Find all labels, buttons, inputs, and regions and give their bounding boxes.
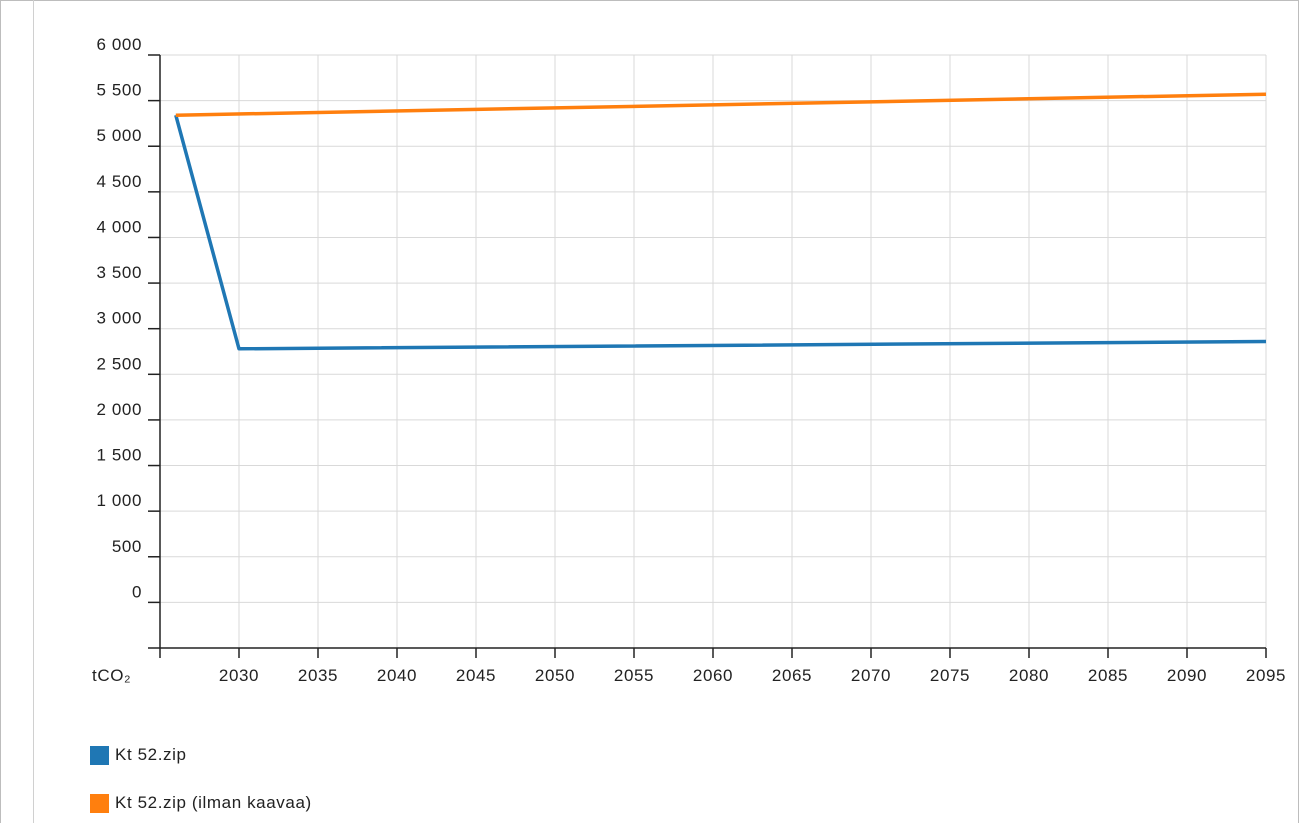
legend-swatch-series-2 [90, 793, 109, 813]
x-axis-ticks: 2030 2035 2040 2045 2050 2055 2060 2065 2070 2075… [219, 648, 1286, 685]
y-tick-label: 2 500 [96, 354, 142, 373]
x-tick-label: 2065 [772, 666, 812, 685]
y-axis-unit-label: tCO₂ [92, 666, 131, 685]
x-tick-label: 2075 [930, 666, 970, 685]
x-tick-label: 2095 [1246, 666, 1286, 685]
axes [148, 55, 1266, 658]
y-tick-label: 3 000 [96, 309, 142, 328]
grid [160, 54, 1267, 648]
y-tick-label: 6 000 [96, 35, 142, 54]
y-tick-label: 3 500 [96, 263, 142, 282]
x-tick-label: 2045 [456, 666, 496, 685]
x-tick-label: 2030 [219, 666, 259, 685]
y-tick-label: 5 500 [96, 81, 142, 100]
y-tick-label: 1 000 [96, 491, 142, 510]
y-tick-label: 4 000 [96, 217, 142, 236]
x-tick-label: 2055 [614, 666, 654, 685]
x-tick-label: 2070 [851, 666, 891, 685]
legend: Kt 52.zip Kt 52.zip (ilman kaavaa) [90, 742, 312, 838]
series-lines [174, 92, 1267, 351]
series-line-2 [175, 92, 1267, 117]
x-tick-label: 2090 [1167, 666, 1207, 685]
legend-label-series-1: Kt 52.zip [115, 745, 187, 764]
y-tick-label: 4 500 [96, 172, 142, 191]
x-tick-label: 2040 [377, 666, 417, 685]
y-tick-label: 0 [132, 582, 142, 601]
y-tick-label: 500 [112, 537, 142, 556]
x-tick-label: 2050 [535, 666, 575, 685]
x-tick-label: 2035 [298, 666, 338, 685]
y-tick-label: 1 500 [96, 446, 142, 465]
y-tick-label: 2 000 [96, 400, 142, 419]
y-tick-label: 5 000 [96, 126, 142, 145]
legend-item-series-1[interactable]: Kt 52.zip [90, 742, 312, 768]
legend-swatch-series-1 [90, 745, 109, 765]
y-axis-ticks: 0 500 1 000 1 500 2 000 2 500 3 000 3 500 4 000 4… [96, 35, 160, 604]
x-tick-label: 2080 [1009, 666, 1049, 685]
series-line-1 [174, 114, 1267, 351]
x-tick-label: 2060 [693, 666, 733, 685]
legend-item-series-2[interactable]: Kt 52.zip (ilman kaavaa) [90, 790, 312, 816]
x-tick-label: 2085 [1088, 666, 1128, 685]
left-divider [33, 0, 34, 823]
legend-label-series-2: Kt 52.zip (ilman kaavaa) [115, 793, 312, 812]
